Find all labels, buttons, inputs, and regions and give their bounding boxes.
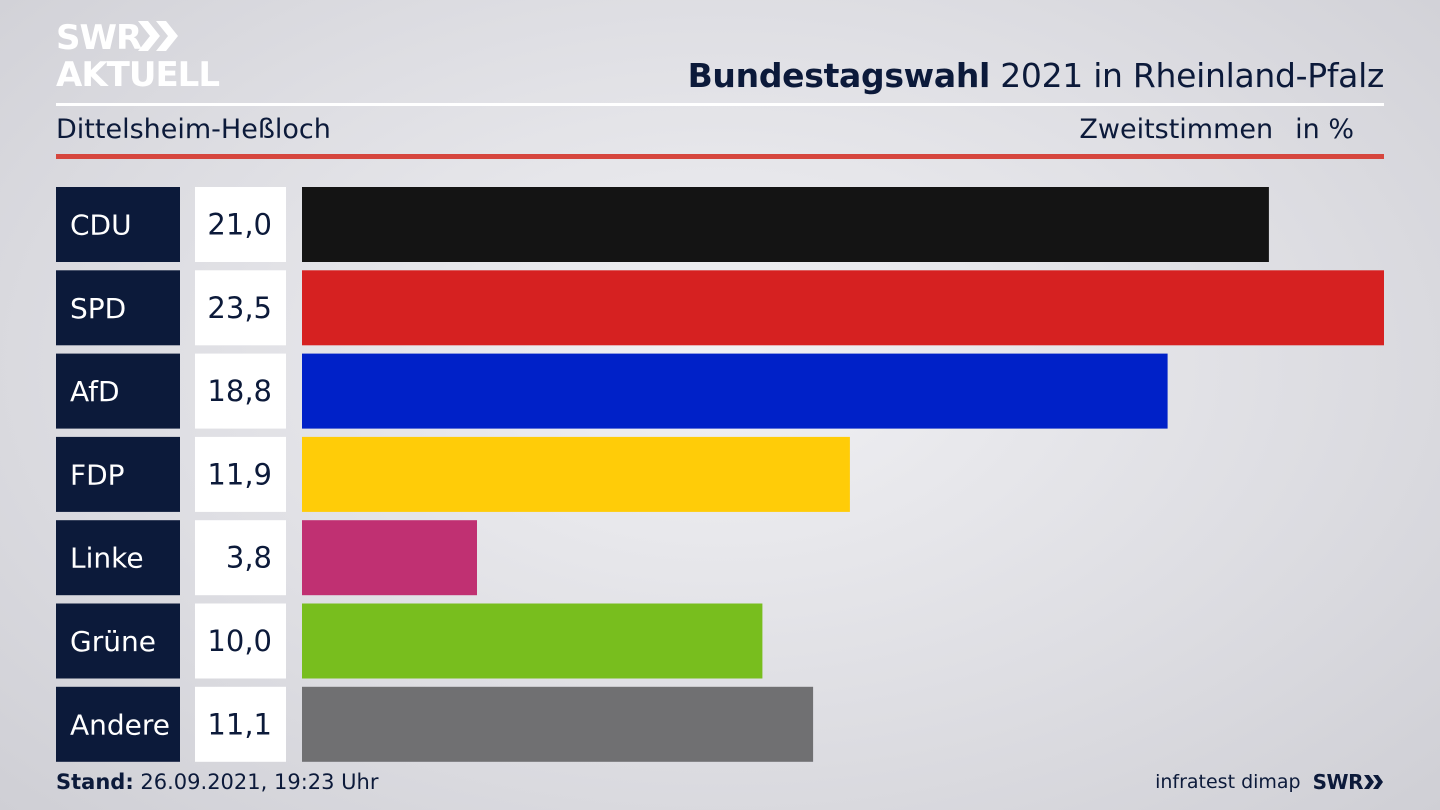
bar-row-fdp: FDP 11,9 <box>56 436 850 512</box>
party-label-box-gr-ne <box>56 603 180 679</box>
unit-text: in % <box>1295 114 1354 145</box>
value-box-spd <box>195 270 286 346</box>
value-label-gr-ne: 10,0 <box>207 624 272 658</box>
title-bold: Bundestagswahl <box>687 56 991 95</box>
bar-cdu <box>302 187 1269 262</box>
swr-footer-text: SWR <box>1312 770 1364 794</box>
value-label-spd: 23,5 <box>207 291 272 325</box>
party-label-box-andere <box>56 686 180 762</box>
party-label-box-spd <box>56 270 180 346</box>
bar-row-linke: Linke 3,8 <box>56 520 477 596</box>
chevrons-icon <box>1364 775 1383 789</box>
party-label-box-afd <box>56 353 180 429</box>
value-box-gr-ne <box>195 603 286 679</box>
bar-fdp <box>302 436 850 512</box>
source-credit: infratest dimap SWR <box>1155 770 1384 794</box>
party-label-andere: Andere <box>70 708 170 741</box>
party-label-spd: SPD <box>70 292 126 325</box>
value-label-afd: 18,8 <box>207 374 272 408</box>
value-label-andere: 11,1 <box>207 707 272 741</box>
value-label-linke: 3,8 <box>226 541 272 575</box>
region-subtitle: Dittelsheim-Heßloch <box>56 114 331 145</box>
value-label-fdp: 11,9 <box>207 457 272 491</box>
swr-footer-logo: SWR <box>1313 770 1384 794</box>
accent-divider <box>56 154 1384 159</box>
value-box-cdu <box>195 187 286 262</box>
bar-afd <box>302 353 1168 429</box>
bar-row-gr-ne: Grüne 10,0 <box>56 603 763 679</box>
measure-label: Zweitstimmen in % <box>1079 114 1354 145</box>
swr-aktuell-logo: SWR AKTUELL <box>56 16 226 92</box>
logo-line1: SWR <box>56 18 142 58</box>
source-text: infratest dimap <box>1155 771 1301 793</box>
party-label-gr-ne: Grüne <box>70 625 156 658</box>
title-rest: 2021 in Rheinland-Pfalz <box>990 56 1384 95</box>
value-box-andere <box>195 686 286 762</box>
bar-linke <box>302 520 477 596</box>
value-box-linke <box>195 520 286 596</box>
party-label-box-cdu <box>56 187 180 262</box>
stand-value: 26.09.2021, 19:23 Uhr <box>133 770 379 794</box>
party-label-linke: Linke <box>70 542 144 575</box>
bar-row-cdu: CDU 21,0 <box>56 187 1269 262</box>
timestamp: Stand: 26.09.2021, 19:23 Uhr <box>56 770 379 794</box>
bar-gr-ne <box>302 603 763 679</box>
party-label-box-fdp <box>56 436 180 512</box>
measure-text: Zweitstimmen <box>1079 114 1274 145</box>
bar-row-andere: Andere 11,1 <box>56 686 814 762</box>
party-label-cdu: CDU <box>70 209 132 242</box>
header-divider <box>56 103 1384 106</box>
value-box-fdp <box>195 436 286 512</box>
party-label-box-linke <box>56 520 180 596</box>
bar-spd <box>302 270 1384 346</box>
logo-line2: AKTUELL <box>56 55 219 92</box>
logo-chevrons-icon <box>138 21 178 51</box>
party-label-afd: AfD <box>70 375 120 408</box>
stand-label: Stand: <box>56 770 134 794</box>
value-box-afd <box>195 353 286 429</box>
bar-row-spd: SPD 23,5 <box>56 270 1384 346</box>
party-label-fdp: FDP <box>70 458 125 491</box>
bar-row-afd: AfD 18,8 <box>56 353 1168 429</box>
bar-andere <box>302 686 814 762</box>
value-label-cdu: 21,0 <box>207 208 272 242</box>
page-title: Bundestagswahl 2021 in Rheinland-Pfalz <box>687 56 1385 95</box>
